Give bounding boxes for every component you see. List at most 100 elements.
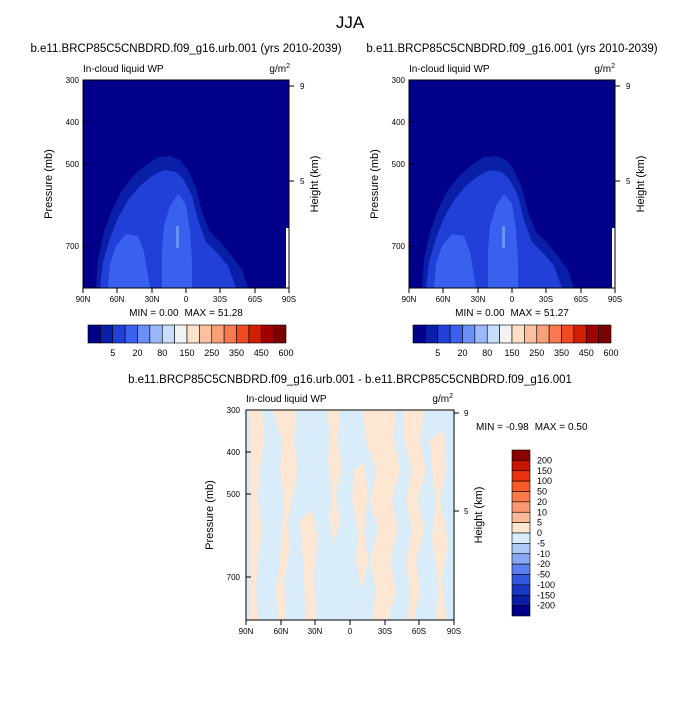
panel-3-stats: MIN = -0.98 MAX = 0.50	[476, 422, 588, 433]
colorbar-swatch	[548, 324, 562, 344]
colorbar-swatch	[174, 324, 188, 344]
colorbar-swatch	[248, 324, 262, 344]
colorbar-swatch	[585, 324, 599, 344]
colorbar-label: 20	[132, 348, 142, 358]
panel-3-ylabel: Pressure (mb)	[204, 480, 216, 550]
colorbar-swatch	[511, 532, 531, 544]
y-tick-label: 400	[227, 448, 241, 457]
panel-2-x-ticks: 90N 60N 30N 0 30S 60S 90S	[402, 288, 622, 304]
x-tick-label: 90N	[239, 627, 254, 636]
panel-1-contour-level-4	[176, 226, 179, 248]
colorbar-swatch	[511, 553, 531, 565]
colorbar-swatch	[486, 324, 500, 344]
colorbar-swatch	[149, 324, 163, 344]
colorbar-swatch	[437, 324, 451, 344]
colorbar-label: 5	[537, 518, 542, 528]
colorbar-label: 150	[504, 348, 519, 358]
colorbar-swatch	[425, 324, 439, 344]
y-right-tick-label: 9	[626, 82, 631, 91]
panel-1-title: b.e11.BRCP85C5CNBDRD.f09_g16.urb.001 (yr…	[30, 43, 341, 55]
colorbar-swatch	[462, 324, 476, 344]
colorbar-swatch	[511, 501, 531, 513]
x-tick-label: 60N	[274, 627, 289, 636]
colorbar-swatch	[511, 605, 531, 617]
panel-1-y-ticks: 300 400 500 700	[66, 76, 88, 251]
panel-3-units-exp: 2	[449, 393, 453, 400]
panel-3-subtitle: In-cloud liquid WP	[246, 394, 327, 405]
x-tick-label: 60S	[412, 627, 426, 636]
colorbar-label: 20	[457, 348, 467, 358]
panel-3-positive-region	[362, 410, 400, 620]
panel-1-subtitle: In-cloud liquid WP	[83, 64, 164, 75]
panel-3-x-ticks: 90N 60N 30N 0 30S 60S 90S	[239, 620, 461, 636]
colorbar-label: 80	[482, 348, 492, 358]
colorbar-label: 10	[537, 507, 547, 517]
colorbar-swatch	[511, 584, 531, 596]
panel-3-plot-area	[246, 410, 454, 620]
x-tick-label: 60S	[248, 295, 262, 304]
x-tick-label: 90S	[447, 627, 461, 636]
panel-3-positive-region	[404, 410, 426, 620]
x-tick-label: 90S	[282, 295, 296, 304]
colorbar-swatch	[511, 449, 531, 461]
colorbar-swatch	[499, 324, 513, 344]
colorbar-label: 350	[554, 348, 569, 358]
panel-1-x-ticks: 90N 60N 30N 0 30S 60S 90S	[76, 288, 296, 304]
colorbar-swatch	[573, 324, 587, 344]
colorbar-label: 450	[254, 348, 269, 358]
panel-1-units-exp: 2	[286, 63, 290, 70]
colorbar-swatch	[511, 522, 531, 534]
colorbar-swatch	[273, 324, 287, 344]
x-tick-label: 30N	[471, 295, 486, 304]
colorbar-swatch	[260, 324, 274, 344]
x-tick-label: 30S	[539, 295, 553, 304]
colorbar-label: 5	[435, 348, 440, 358]
y-right-tick-label: 5	[626, 177, 631, 186]
x-tick-label: 30N	[308, 627, 323, 636]
colorbar-swatch	[511, 491, 531, 503]
colorbar-swatch	[511, 511, 531, 523]
colorbar-swatch	[511, 460, 531, 472]
panel-2-ylabel-right: Height (km)	[635, 156, 647, 213]
y-tick-label: 400	[66, 118, 80, 127]
panel-1-stats: MIN = 0.00 MAX = 51.28	[129, 308, 243, 319]
panel-2-units-exp: 2	[611, 63, 615, 70]
colorbar-label: 350	[229, 348, 244, 358]
y-tick-label: 700	[392, 242, 406, 251]
colorbar-label: 20	[537, 497, 547, 507]
panel-2-contour-level-4	[502, 226, 505, 248]
panel-2-colorbar: 5 20 80 150 250 350 450 600	[412, 324, 619, 358]
colorbar-swatch	[511, 480, 531, 492]
colorbar-swatch	[87, 324, 101, 344]
x-tick-label: 0	[348, 627, 353, 636]
colorbar-swatch	[412, 324, 426, 344]
colorbar-label: -5	[537, 538, 545, 548]
y-tick-label: 300	[66, 76, 80, 85]
panel-1-colorbar: 5 20 80 150 250 350 450 600	[87, 324, 294, 358]
colorbar-label: -10	[537, 549, 550, 559]
x-tick-label: 30S	[378, 627, 392, 636]
panel-1-units: g/m2	[269, 63, 290, 75]
colorbar-swatch	[223, 324, 237, 344]
x-tick-label: 90S	[608, 295, 622, 304]
y-tick-label: 300	[227, 406, 241, 415]
x-tick-label: 90N	[402, 295, 417, 304]
panel-3-positive-region	[272, 410, 298, 620]
colorbar-swatch	[598, 324, 612, 344]
x-tick-label: 30N	[145, 295, 160, 304]
colorbar-swatch	[161, 324, 175, 344]
panel-2-title: b.e11.BRCP85C5CNBDRD.f09_g16.001 (yrs 20…	[366, 43, 657, 55]
colorbar-swatch	[511, 594, 531, 606]
y-right-tick-label: 9	[464, 409, 469, 418]
colorbar-label: 250	[529, 348, 544, 358]
y-tick-label: 500	[66, 160, 80, 169]
colorbar-label: -150	[537, 590, 555, 600]
colorbar-label: 100	[537, 476, 552, 486]
colorbar-label: 450	[579, 348, 594, 358]
colorbar-label: -50	[537, 570, 550, 580]
colorbar-swatch	[511, 324, 525, 344]
panel-3-positive-region	[430, 430, 448, 620]
colorbar-swatch	[511, 574, 531, 586]
